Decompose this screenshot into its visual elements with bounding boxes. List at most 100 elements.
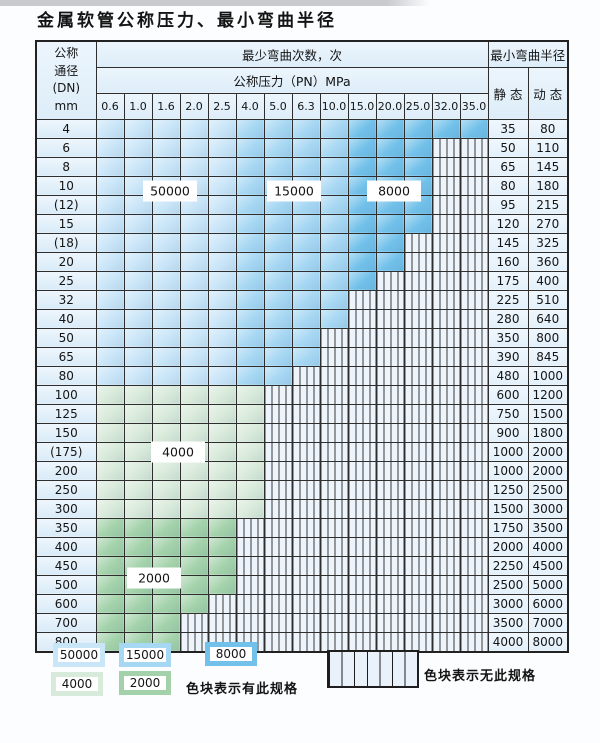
no-spec-cell	[431, 574, 461, 595]
dn-cell: (18)	[35, 232, 97, 253]
spec-cell-50000	[151, 232, 181, 253]
spec-cell-50000	[95, 213, 125, 234]
spec-cell-4000	[123, 403, 153, 424]
cycle-count-label: 8000	[367, 180, 421, 202]
no-spec-cell	[431, 384, 461, 405]
spec-cell-8000	[459, 118, 489, 139]
spec-cell-4000	[207, 460, 237, 481]
dn-cell: 15	[35, 213, 97, 234]
spec-cell-50000	[179, 327, 209, 348]
spec-cell-4000	[235, 422, 265, 443]
spec-cell-50000	[123, 289, 153, 310]
no-spec-cell	[319, 479, 349, 500]
table-row: 100 600 1200	[35, 384, 569, 405]
no-spec-cell	[459, 213, 489, 234]
spec-cell-50000	[151, 118, 181, 139]
no-spec-cell	[431, 213, 461, 234]
no-spec-cell	[291, 365, 321, 386]
table-row: 50 350 800	[35, 327, 569, 348]
spec-cell-50000	[123, 156, 153, 177]
no-spec-cell	[459, 612, 489, 633]
table-row: 4 35 80	[35, 118, 569, 139]
no-spec-cell	[291, 517, 321, 538]
no-spec-cell	[403, 232, 433, 253]
no-spec-cell	[263, 631, 293, 652]
spec-cell-15000	[235, 137, 265, 158]
spec-cell-50000	[179, 213, 209, 234]
spec-cell-50000	[207, 327, 237, 348]
dn-cell: 32	[35, 289, 97, 310]
static-radius-cell: 2250	[487, 555, 529, 576]
spec-cell-15000	[235, 232, 265, 253]
no-spec-cell	[403, 536, 433, 557]
no-spec-cell	[459, 593, 489, 614]
table-row: 350 1750 3500	[35, 517, 569, 538]
dn-cell: 20	[35, 251, 97, 272]
legend-swatch-8000: 8000	[205, 642, 257, 666]
no-spec-cell	[347, 384, 377, 405]
no-spec-cell	[375, 441, 405, 462]
no-spec-cell	[403, 631, 433, 652]
no-spec-cell	[263, 536, 293, 557]
dynamic-radius-cell: 3000	[527, 498, 569, 519]
spec-cell-50000	[151, 327, 181, 348]
spec-cell-4000	[95, 479, 125, 500]
spec-cell-4000	[95, 441, 125, 462]
spec-cell-15000	[291, 232, 321, 253]
table-row: 65 390 845	[35, 346, 569, 367]
spec-cell-15000	[319, 118, 349, 139]
table-row: 125 750 1500	[35, 403, 569, 424]
dynamic-radius-cell: 4500	[527, 555, 569, 576]
radius-header: 最小弯曲半径	[487, 40, 569, 68]
no-spec-cell	[235, 536, 265, 557]
dn-cell: (12)	[35, 194, 97, 215]
no-spec-cell	[431, 289, 461, 310]
no-spec-cell	[179, 612, 209, 633]
static-radius-cell: 1750	[487, 517, 529, 538]
spec-cell-15000	[319, 289, 349, 310]
spec-cell-2000	[123, 517, 153, 538]
spec-cell-15000	[291, 118, 321, 139]
no-spec-cell	[263, 441, 293, 462]
spec-cell-4000	[123, 479, 153, 500]
no-spec-cell	[375, 555, 405, 576]
static-radius-cell: 160	[487, 251, 529, 272]
no-spec-cell	[431, 498, 461, 519]
no-spec-cell	[375, 498, 405, 519]
no-spec-cell	[459, 232, 489, 253]
spec-cell-4000	[151, 384, 181, 405]
spec-cell-2000	[179, 517, 209, 538]
no-spec-cell	[263, 574, 293, 595]
spec-cell-50000	[179, 232, 209, 253]
no-spec-cell	[319, 593, 349, 614]
spec-cell-15000	[319, 213, 349, 234]
dynamic-radius-cell: 1000	[527, 365, 569, 386]
pressure-value-cell: 20.0	[375, 92, 405, 120]
no-spec-cell	[459, 327, 489, 348]
spec-cell-50000	[123, 270, 153, 291]
no-spec-cell	[459, 517, 489, 538]
spec-cell-15000	[263, 346, 293, 367]
spec-cell-2000	[95, 593, 125, 614]
no-spec-cell	[375, 327, 405, 348]
spec-cell-2000	[179, 536, 209, 557]
no-spec-cell	[319, 346, 349, 367]
no-spec-cell	[319, 327, 349, 348]
table-row: 450 2250 4500	[35, 555, 569, 576]
static-radius-cell: 2500	[487, 574, 529, 595]
dn-header-line: 通径	[54, 63, 79, 78]
no-spec-cell	[431, 365, 461, 386]
spec-cell-4000	[123, 384, 153, 405]
no-spec-cell	[319, 441, 349, 462]
spec-cell-2000	[123, 593, 153, 614]
static-radius-cell: 350	[487, 327, 529, 348]
static-radius-cell: 1000	[487, 441, 529, 462]
spec-cell-4000	[179, 422, 209, 443]
spec-cell-50000	[123, 118, 153, 139]
no-spec-cell	[459, 498, 489, 519]
no-spec-cell	[375, 536, 405, 557]
table-row: 80 480 1000	[35, 365, 569, 386]
spec-cell-50000	[95, 327, 125, 348]
no-spec-cell	[459, 422, 489, 443]
no-spec-cell	[375, 346, 405, 367]
